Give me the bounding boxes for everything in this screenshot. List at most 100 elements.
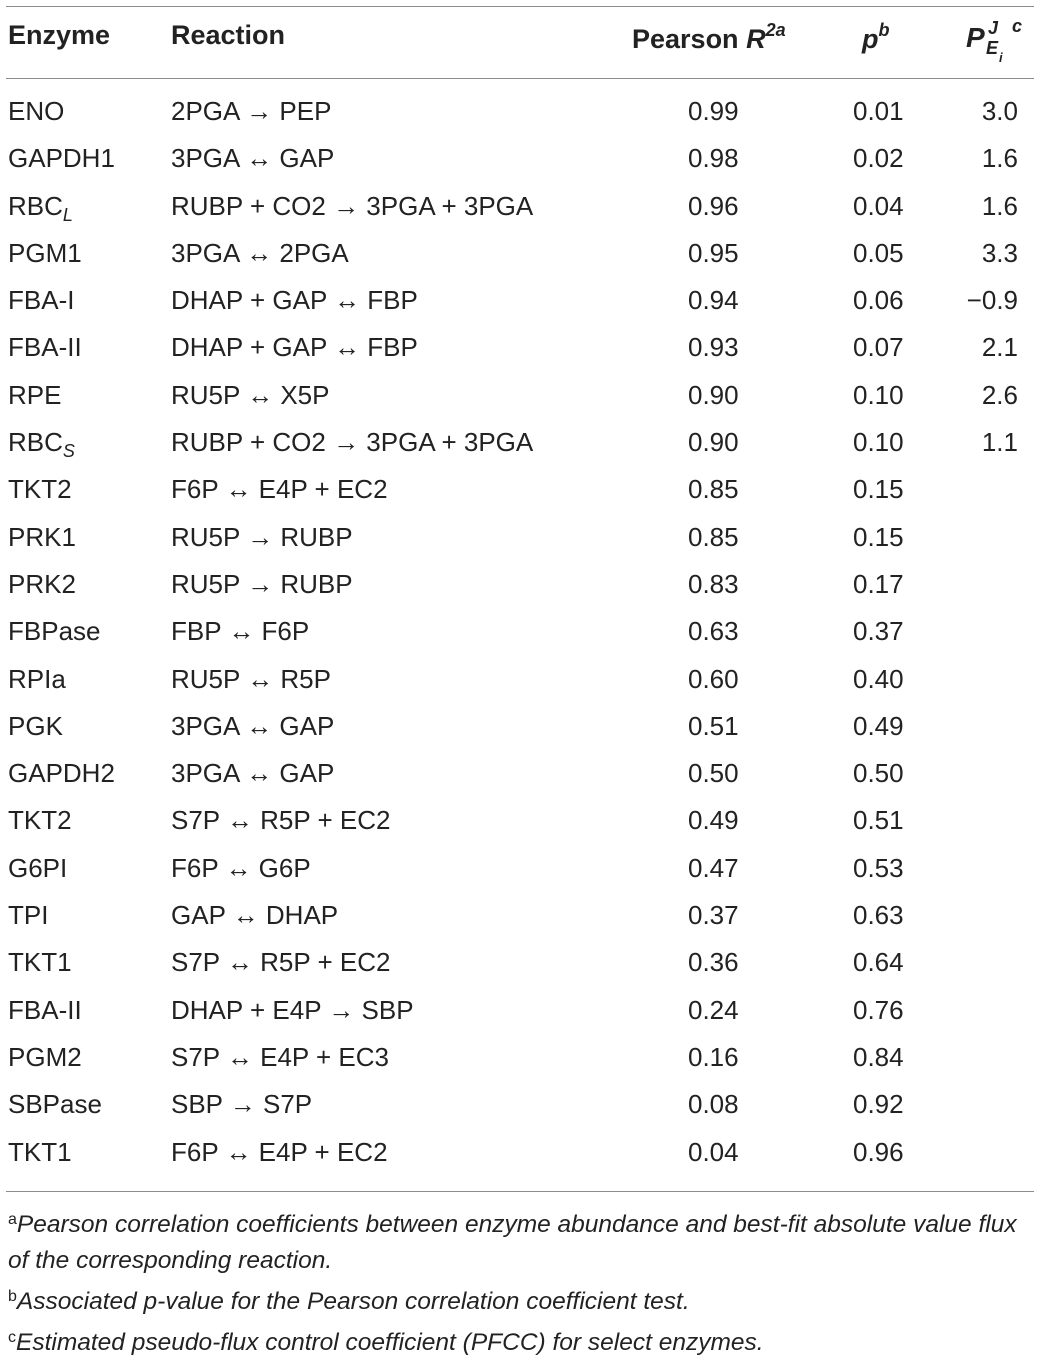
enzyme-cell: ENO bbox=[8, 96, 64, 127]
reaction-cell: F6P ↔ E4P + EC2 bbox=[171, 474, 388, 505]
footnote-mark: a bbox=[8, 1211, 17, 1228]
footnote-a: aPearson correlation coefficients betwee… bbox=[8, 1202, 1036, 1279]
enzyme-name: FBA-II bbox=[8, 332, 82, 363]
p-value-cell: 0.50 bbox=[853, 758, 904, 789]
reaction-cell: GAP ↔ DHAP bbox=[171, 900, 339, 931]
table-row: TKT2 F6P ↔ E4P + EC2 0.85 0.15 bbox=[0, 468, 1040, 515]
p-value-cell: 0.96 bbox=[853, 1136, 904, 1167]
pearson-cell: 0.24 bbox=[688, 994, 739, 1025]
table-row: TKT2 S7P ↔ R5P + EC2 0.49 0.51 bbox=[0, 799, 1040, 846]
p-value-cell: 0.84 bbox=[853, 1041, 904, 1072]
pearson-cell: 0.49 bbox=[688, 805, 739, 836]
table-row: SBPase SBP → S7P 0.08 0.92 bbox=[0, 1083, 1040, 1130]
table-row: TKT1 S7P ↔ R5P + EC2 0.36 0.64 bbox=[0, 941, 1040, 988]
footnote-text: Pearson correlation coefficients between… bbox=[8, 1211, 1017, 1274]
pfcc-cell: 1.1 bbox=[981, 427, 1018, 458]
p-value-cell: 0.40 bbox=[853, 663, 904, 694]
table-top-rule bbox=[6, 6, 1034, 7]
enzyme-cell: PGK bbox=[8, 711, 63, 742]
header-pfcc: P J c E i bbox=[966, 16, 1034, 65]
table-row: FBA-II DHAP + E4P → SBP 0.24 0.76 bbox=[0, 989, 1040, 1036]
reaction-cell: RUBP + CO2 → 3PGA + 3PGA bbox=[171, 427, 534, 458]
pearson-cell: 0.16 bbox=[688, 1041, 739, 1072]
enzyme-name: GAPDH1 bbox=[8, 143, 115, 174]
pfcc-cell: 1.6 bbox=[981, 190, 1018, 221]
enzyme-name: TPI bbox=[8, 900, 49, 931]
enzyme-cell: FBA-II bbox=[8, 332, 82, 363]
header-enzyme: Enzyme bbox=[8, 20, 111, 50]
pfcc-symbol-E: E bbox=[986, 38, 999, 58]
enzyme-cell: PRK2 bbox=[8, 569, 76, 600]
table-row: RPE RU5P ↔ X5P 0.90 0.10 2.6 bbox=[0, 374, 1040, 421]
enzyme-cell: TKT2 bbox=[8, 805, 72, 836]
enzyme-name: PRK1 bbox=[8, 521, 76, 552]
enzyme-name: TKT2 bbox=[8, 474, 72, 505]
pearson-cell: 0.63 bbox=[688, 616, 739, 647]
enzyme-name: TKT1 bbox=[8, 1136, 72, 1167]
p-value-cell: 0.01 bbox=[853, 96, 904, 126]
enzyme-cell: G6PI bbox=[8, 853, 67, 884]
enzyme-subscript: S bbox=[62, 441, 75, 462]
reaction-cell: DHAP + E4P → SBP bbox=[171, 994, 414, 1025]
reaction-cell: SBP → S7P bbox=[171, 1089, 313, 1120]
table-row: RBCS RUBP + CO2 → 3PGA + 3PGA 0.90 0.10 1.1 bbox=[0, 421, 1040, 468]
pearson-cell: 0.95 bbox=[688, 237, 739, 268]
p-value-cell: 0.10 bbox=[853, 427, 904, 458]
pfcc-symbol: P J c E i bbox=[966, 16, 1034, 70]
enzyme-name: FBPase bbox=[8, 616, 101, 647]
pearson-cell: 0.90 bbox=[688, 379, 739, 410]
pearson-cell: 0.98 bbox=[688, 143, 739, 174]
pfcc-cell: 3.3 bbox=[981, 237, 1018, 268]
reaction-cell: 2PGA → PEP bbox=[171, 96, 332, 126]
reaction-cell: RU5P → RUBP bbox=[171, 568, 353, 599]
p-value-cell: 0.49 bbox=[853, 710, 904, 741]
table-row: G6PI F6P ↔ G6P 0.47 0.53 bbox=[0, 847, 1040, 894]
enzyme-cell: FBPase bbox=[8, 616, 101, 647]
enzyme-name: G6PI bbox=[8, 852, 68, 883]
enzyme-name: PGM1 bbox=[8, 237, 82, 268]
p-value-cell: 0.63 bbox=[853, 900, 904, 931]
table-row: FBA-I DHAP + GAP ↔ FBP 0.94 0.06 −0.9 bbox=[0, 279, 1040, 326]
pearson-cell: 0.36 bbox=[688, 947, 739, 978]
p-value-cell: 0.37 bbox=[853, 616, 904, 647]
pearson-cell: 0.90 bbox=[688, 427, 739, 458]
pearson-cell: 0.50 bbox=[688, 758, 739, 789]
table-row: FBA-II DHAP + GAP ↔ FBP 0.93 0.07 2.1 bbox=[0, 326, 1040, 373]
reaction-cell: DHAP + GAP ↔ FBP bbox=[171, 285, 418, 316]
enzyme-name: RPIa bbox=[8, 663, 66, 694]
pearson-cell: 0.04 bbox=[688, 1136, 739, 1167]
enzyme-name: PGK bbox=[8, 710, 63, 741]
enzyme-name: TKT1 bbox=[8, 947, 72, 978]
pearson-cell: 0.99 bbox=[688, 96, 739, 126]
pfcc-cell: 2.6 bbox=[981, 379, 1018, 410]
pearson-cell: 0.37 bbox=[688, 900, 739, 931]
header-pearson-text: Pearson bbox=[632, 24, 747, 54]
pfcc-symbol-c: c bbox=[1012, 16, 1023, 36]
enzyme-name: FBA-I bbox=[8, 285, 75, 316]
enzyme-cell: PGM1 bbox=[8, 238, 82, 269]
reaction-cell: S7P ↔ R5P + EC2 bbox=[171, 805, 391, 836]
p-value-cell: 0.10 bbox=[853, 379, 904, 410]
table-row: TPI GAP ↔ DHAP 0.37 0.63 bbox=[0, 894, 1040, 941]
header-p-value: pb bbox=[862, 20, 890, 64]
reaction-cell: RUBP + CO2 → 3PGA + 3PGA bbox=[171, 190, 534, 221]
footnote-mark: b bbox=[8, 1288, 17, 1305]
pfcc-symbol-i: i bbox=[999, 50, 1003, 65]
enzyme-cell: RPE bbox=[8, 380, 61, 411]
p-value-cell: 0.06 bbox=[853, 285, 904, 316]
header-p-var: p bbox=[862, 24, 879, 54]
table-row: GAPDH2 3PGA ↔ GAP 0.50 0.50 bbox=[0, 752, 1040, 799]
footnotes: aPearson correlation coefficients betwee… bbox=[8, 1202, 1036, 1361]
p-value-cell: 0.02 bbox=[853, 143, 904, 174]
pfcc-cell: −0.9 bbox=[966, 285, 1018, 316]
header-pearson-var: R bbox=[746, 24, 766, 54]
enzyme-cell: TKT1 bbox=[8, 947, 72, 978]
enzyme-name: FBA-II bbox=[8, 994, 82, 1025]
reaction-cell: RU5P ↔ R5P bbox=[171, 663, 331, 694]
reaction-cell: FBP ↔ F6P bbox=[171, 616, 310, 647]
reaction-cell: DHAP + GAP ↔ FBP bbox=[171, 332, 418, 363]
footnote-b: bAssociated p-value for the Pearson corr… bbox=[8, 1279, 1036, 1320]
header-p-sup: b bbox=[878, 20, 890, 40]
enzyme-name: TKT2 bbox=[8, 805, 72, 836]
p-value-cell: 0.53 bbox=[853, 852, 904, 883]
